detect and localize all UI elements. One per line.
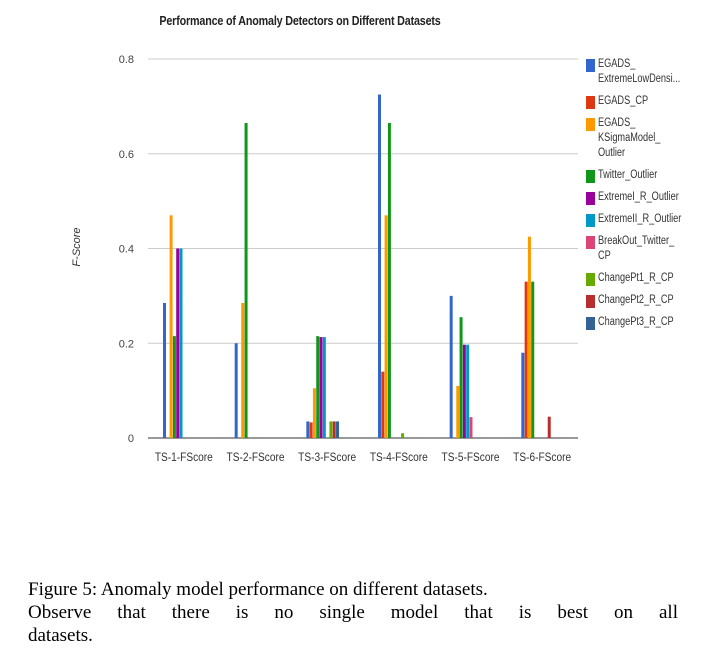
legend-label: ChangePt1_R_CP [598,272,674,284]
x-axis-tick-labels: TS-1-FScore TS-2-FScore TS-3-FScore TS-4-FS… [155,452,571,464]
x-tick-label: TS-1-FScore [155,452,213,464]
y-tick-label: 0.8 [119,54,134,66]
x-tick-label: TS-6-FScore [513,452,571,464]
legend-item: EGADS_CP [586,94,728,109]
bar [241,302,245,438]
legend-label: EGADS_ KSigmaModel_ Outlier [598,117,661,159]
legend-swatch [586,214,595,227]
y-tick-label: 0.2 [119,338,134,350]
legend-swatch [586,118,595,131]
legend-swatch [586,317,595,330]
bar [172,336,176,438]
bar [387,122,391,439]
legend-label: ChangePt2_R_CP [598,294,674,306]
bar [401,433,405,438]
bars [163,94,551,439]
legend-swatch [586,96,595,109]
legend-item: ChangePt2_R_CP [586,293,728,308]
bar [244,122,248,439]
bar [378,94,381,438]
bar [309,422,313,438]
y-tick-label: 0 [128,433,134,445]
legend-item: Twitter_Outlier [586,168,728,183]
legend-label: EGADS_CP [598,95,649,107]
bar [306,421,310,438]
y-tick-label: 0.6 [119,149,134,161]
bar [322,337,326,438]
bar [462,344,466,438]
y-axis-title: F-Score [71,227,83,266]
bar [459,317,463,438]
bar [179,248,183,438]
y-axis-tick-labels: 0 0.2 0.4 0.6 0.8 [119,54,134,445]
legend-item: EGADS_ ExtremeLowDensi... [586,57,728,87]
bar [169,215,173,438]
bar [329,421,333,438]
bar [176,248,180,438]
legend-swatch [586,59,595,72]
legend: EGADS_ ExtremeLowDensi... EGADS_CP EGADS_ KS… [586,57,728,337]
legend-swatch [586,170,595,183]
bar [527,236,531,438]
figure-caption: Figure 5: Anomaly model performance on d… [28,578,678,647]
legend-item: ExtremeI_R_Outlier [586,190,728,205]
bar [524,281,528,438]
x-tick-label: TS-5-FScore [442,452,500,464]
bar [547,416,551,438]
legend-label: ChangePt3_R_CP [598,316,674,328]
legend-swatch [586,192,595,205]
legend-item: ExtremeII_R_Outlier [586,212,728,227]
legend-label: BreakOut_Twitter_ CP [598,235,675,262]
legend-label: ExtremeI_R_Outlier [598,191,679,203]
x-tick-label: TS-3-FScore [298,452,356,464]
caption-line-3: datasets. [28,625,93,646]
legend-label: ExtremeII_R_Outlier [598,213,682,225]
legend-label: EGADS_ ExtremeLowDensi... [598,58,681,85]
bar [469,417,473,438]
x-tick-label: TS-2-FScore [227,452,285,464]
legend-item: BreakOut_Twitter_ CP [586,234,728,264]
bar [456,385,460,438]
caption-line-2: Observe that there is no single model th… [28,602,678,623]
bar [384,215,388,438]
legend-item: EGADS_ KSigmaModel_ Outlier [586,116,728,161]
bar [163,302,166,438]
bar [521,352,525,438]
x-tick-label: TS-4-FScore [370,452,428,464]
bar [336,421,340,438]
legend-item: ChangePt1_R_CP [586,271,728,286]
bar [319,337,323,438]
bar [449,295,453,439]
bar [466,344,470,438]
legend-swatch [586,236,595,249]
legend-item: ChangePt3_R_CP [586,315,728,330]
gridlines [148,58,578,439]
bar [234,343,238,438]
bar [332,421,336,438]
chart-title: Performance of Anomaly Detectors on Diff… [159,14,441,28]
y-tick-label: 0.4 [119,244,134,256]
caption-line-1: Figure 5: Anomaly model performance on d… [28,579,488,600]
bar [531,281,535,438]
legend-swatch [586,273,595,286]
bar [316,336,320,438]
bar [381,371,385,438]
legend-swatch [586,295,595,308]
bar [312,388,316,438]
legend-label: Twitter_Outlier [598,169,658,181]
bar-chart: 0 0.2 0.4 0.6 0.8 TS-1-FScore TS-2-FScore TS-3… [71,54,578,464]
